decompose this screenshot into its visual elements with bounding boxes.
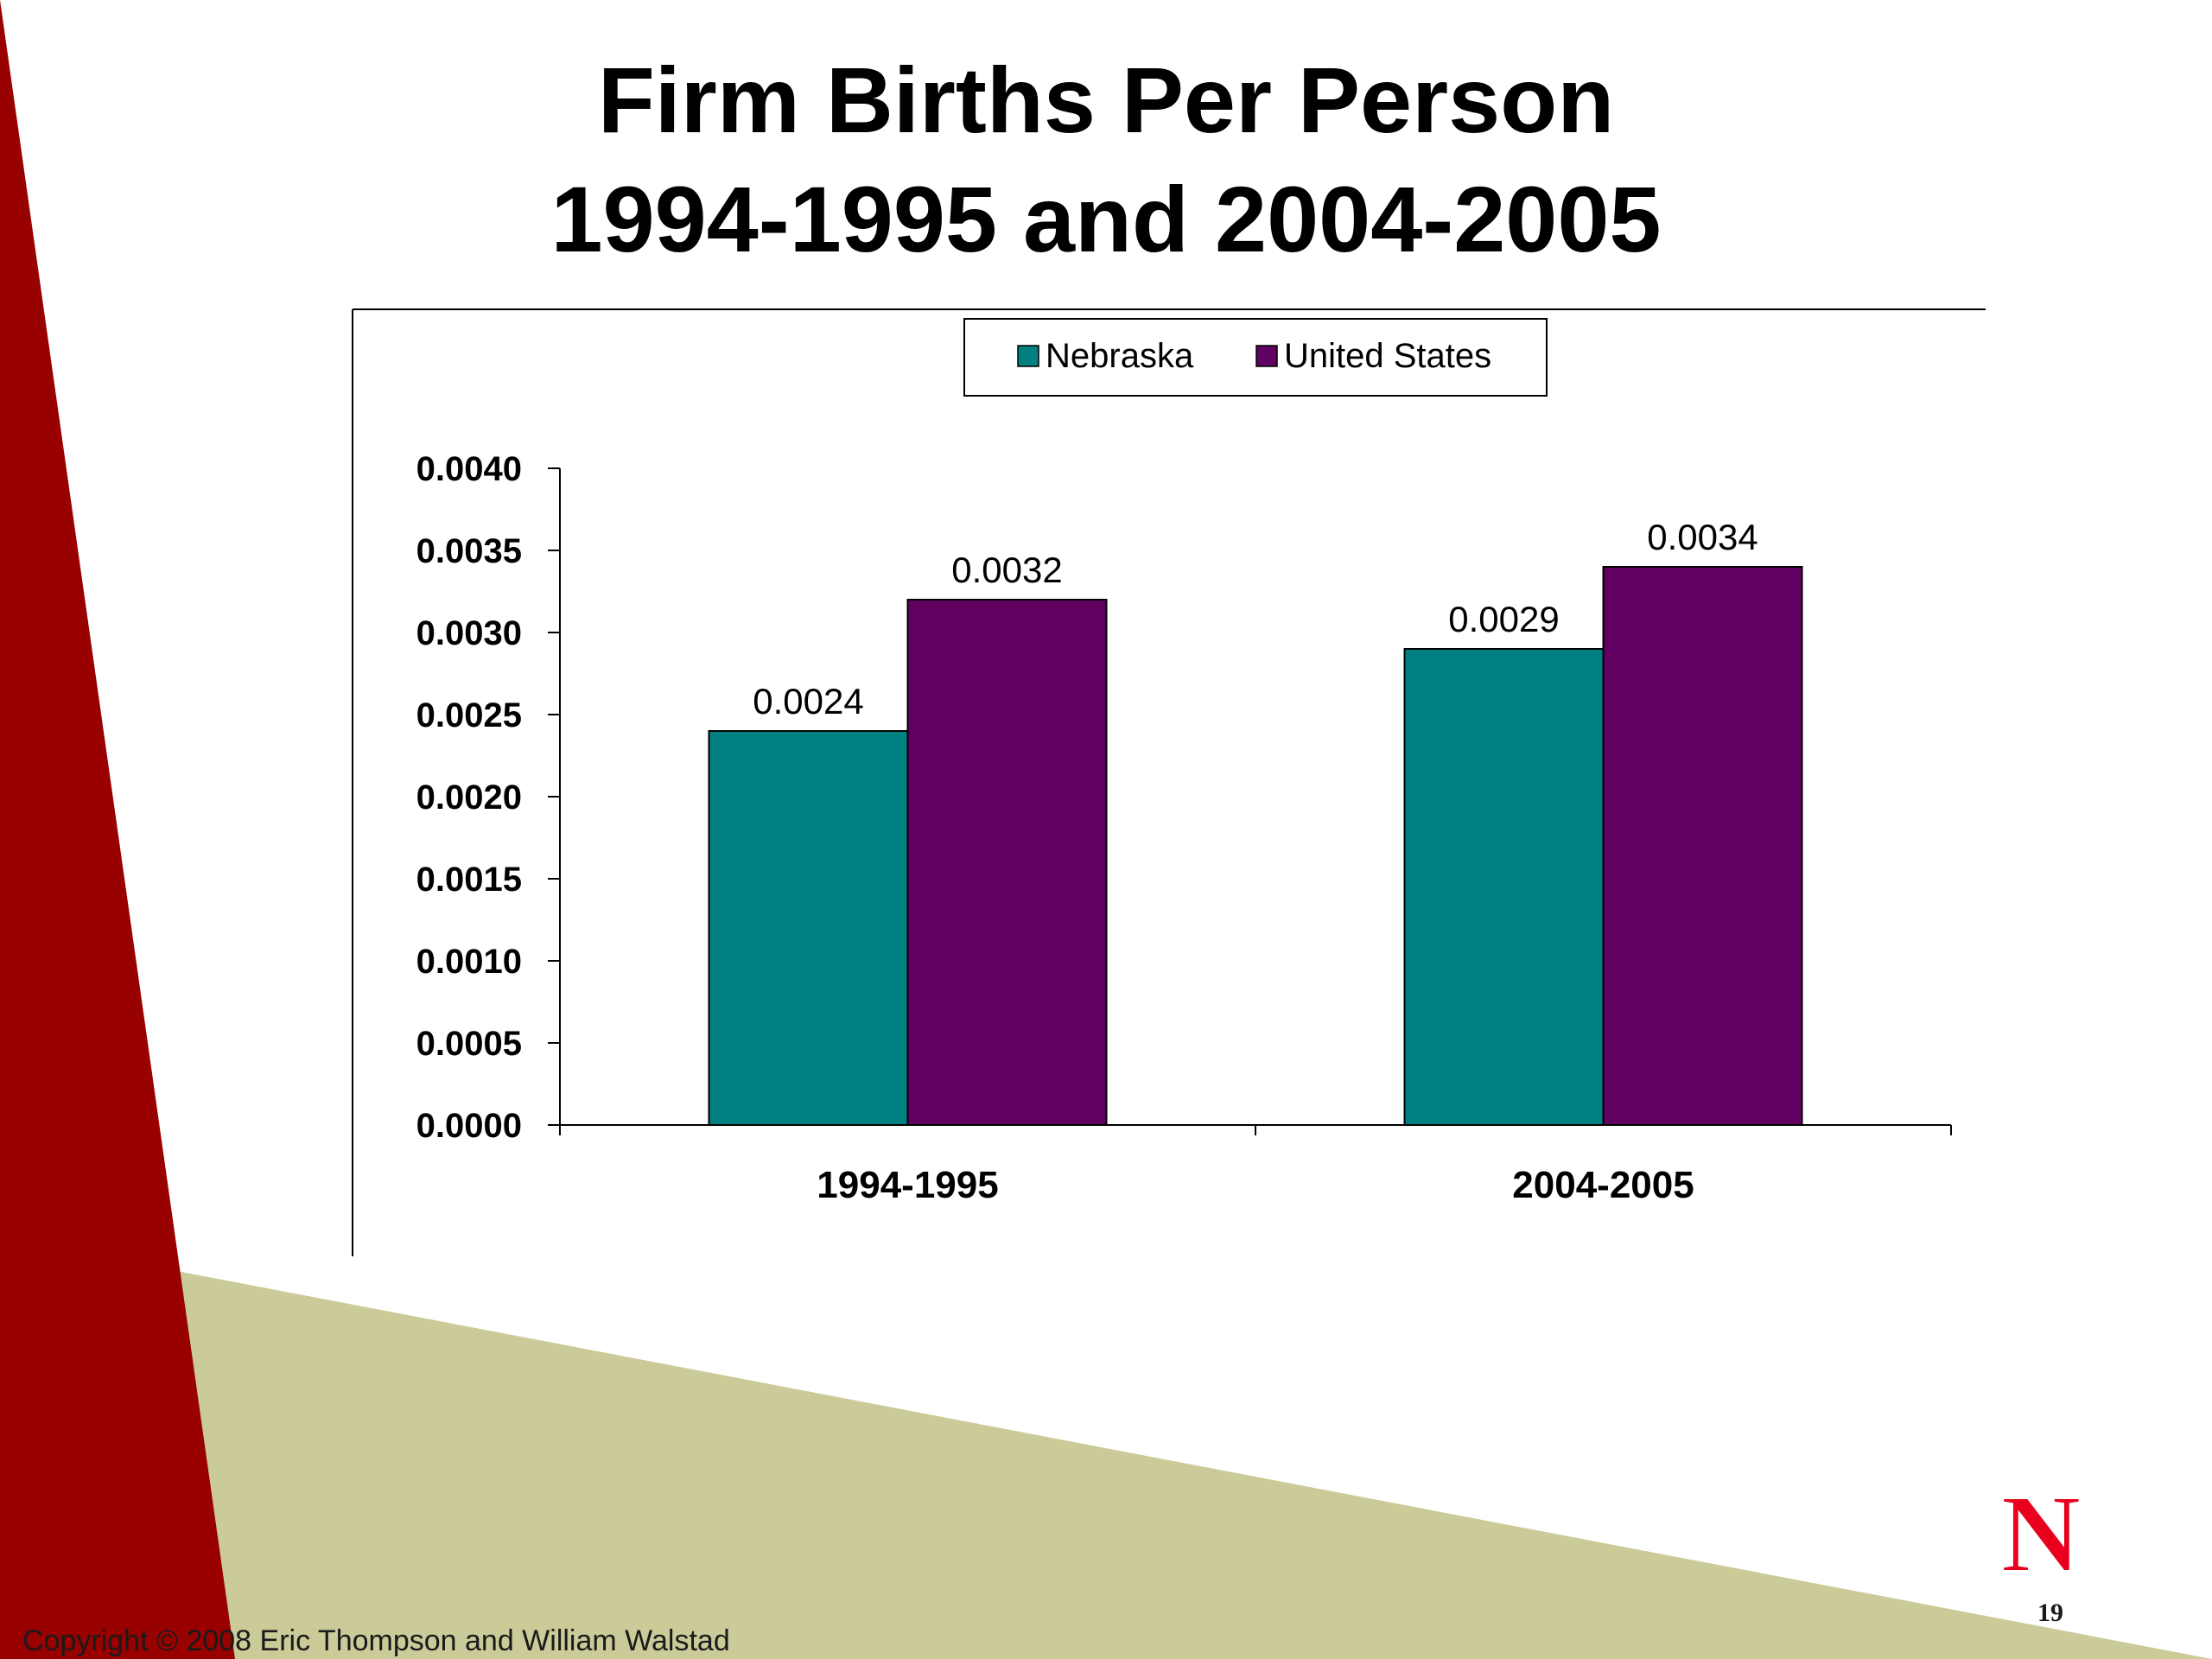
chart-axes: 0.0000 0.0005 0.0010 0.0015 0.0020 0.0025 0.00…	[416, 450, 1952, 1206]
bar	[708, 730, 909, 1126]
chart-legend: Nebraska United States	[963, 318, 1548, 397]
bar	[906, 599, 1108, 1126]
y-tick-label: 0.0005	[416, 1025, 522, 1063]
red-band	[0, 0, 235, 1659]
x-tick-label: 1994-1995	[817, 1164, 998, 1206]
y-tick-label: 0.0010	[416, 943, 522, 981]
legend-box	[963, 318, 1548, 397]
chart-frame	[352, 308, 1986, 1256]
y-tick-label: 0.0000	[416, 1107, 522, 1145]
x-tick-label: 2004-2005	[1512, 1164, 1694, 1206]
nebraska-n-logo: N	[2000, 1484, 2082, 1578]
y-tick-label: 0.0030	[416, 614, 522, 652]
olive-band	[0, 1237, 2212, 1659]
legend-swatch	[1255, 345, 1278, 367]
slide-subtitle: 1994-1995 and 2004-2005	[550, 167, 1662, 271]
slide-number: 19	[2037, 1599, 2063, 1627]
y-tick-label: 0.0040	[416, 450, 522, 488]
logo-letter: N	[2001, 1484, 2081, 1578]
data-label: 0.0034	[1647, 517, 1758, 557]
y-tick-label: 0.0035	[416, 532, 522, 570]
legend-label: United States	[1284, 337, 1491, 375]
legend-label: Nebraska	[1046, 337, 1194, 375]
bar	[1602, 566, 1803, 1126]
data-label: 0.0029	[1448, 599, 1559, 639]
bar	[1403, 648, 1605, 1126]
data-label: 0.0024	[753, 681, 863, 721]
slide-title: Firm Births Per Person	[597, 48, 1615, 152]
copyright-notice: Copyright © 2008 Eric Thompson and Willi…	[22, 1624, 730, 1657]
y-tick-label: 0.0015	[416, 861, 522, 899]
chart-bars	[708, 566, 1803, 1126]
y-tick-label: 0.0025	[416, 696, 522, 734]
legend-swatch	[1017, 345, 1039, 367]
chart-data-labels: 0.0024 0.0032 0.0029 0.0034	[753, 517, 1758, 721]
y-tick-label: 0.0020	[416, 779, 522, 817]
data-label: 0.0032	[951, 550, 1062, 590]
